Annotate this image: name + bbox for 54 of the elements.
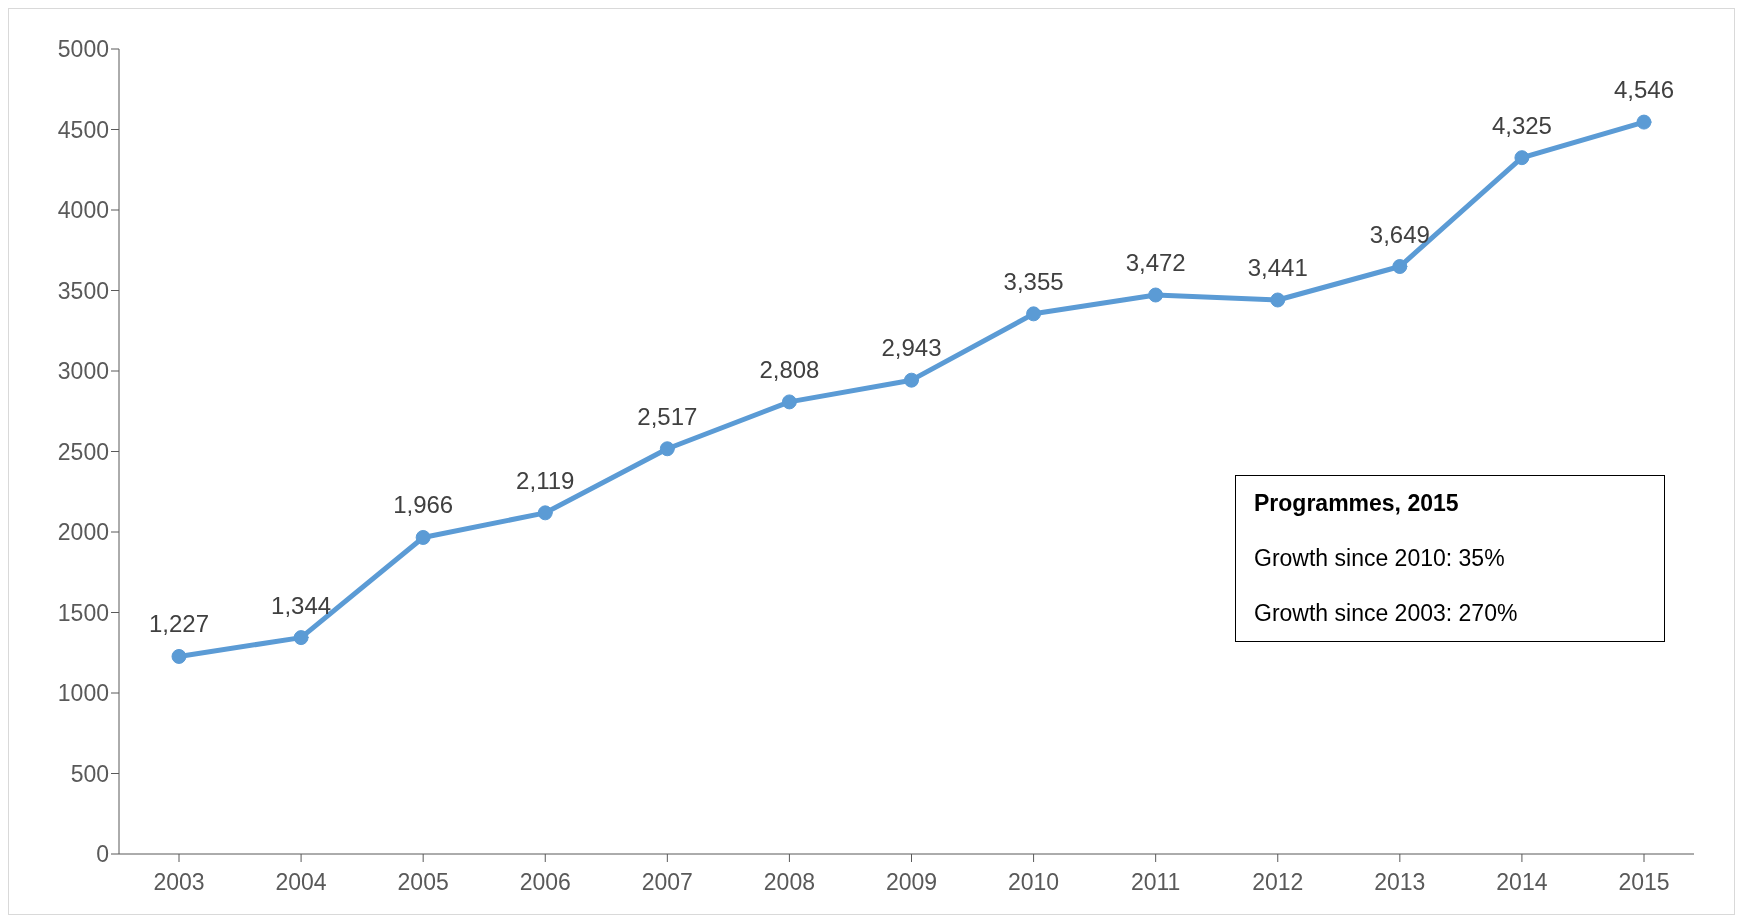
y-tick-label: 3500 [57, 277, 109, 304]
annotation: Growth since 2010: 35% [1254, 545, 1506, 572]
x-tick-label: 2015 [1618, 869, 1670, 896]
data-label: 1,344 [271, 591, 332, 619]
x-tick-label: 2004 [275, 869, 327, 896]
point [1270, 292, 1286, 308]
y-tick-label: 0 [96, 841, 109, 868]
x-tick-label: 2009 [885, 869, 938, 896]
point [659, 441, 675, 457]
y-tick-label: 2000 [57, 519, 109, 546]
point [1636, 114, 1652, 130]
y-tick-label: 1000 [57, 680, 109, 707]
point [537, 505, 553, 521]
y-tick-label: 4500 [57, 116, 109, 143]
text-box: Programmes, 2015 Growth since 2010: 35% Growth since 2003: 270% [1235, 475, 1665, 642]
x-tick-label: 2014 [1496, 869, 1548, 896]
data-label: 3,355 [1003, 267, 1064, 295]
x-tick-label: 2008 [763, 869, 815, 896]
data-label: 4,325 [1491, 111, 1552, 139]
point [1392, 259, 1408, 275]
x-tick-label: 2010 [1008, 869, 1060, 896]
x-tick-label: 2003 [153, 869, 205, 896]
point [1026, 306, 1042, 322]
x-tick-label: 2005 [397, 869, 449, 896]
y-tick-label: 3000 [57, 358, 109, 385]
annotation: Programmes, 2015 [1254, 490, 1460, 517]
x-tick-label: 2013 [1374, 869, 1426, 896]
annotation: Growth since 2003: 270% [1254, 600, 1519, 627]
data-label: 1,227 [148, 610, 210, 638]
y-tick-label: 4000 [57, 197, 109, 224]
data-label: 3,649 [1369, 220, 1430, 248]
data-label: 2,517 [637, 402, 698, 430]
point [781, 394, 797, 410]
data-label: 4,546 [1613, 76, 1675, 104]
x-tick-label: 2006 [519, 869, 571, 896]
data-label: 1,966 [393, 491, 454, 519]
data-label: 3,441 [1247, 254, 1308, 281]
y-tick-label: 2500 [57, 438, 109, 465]
point [293, 630, 309, 646]
data-label: 3,472 [1125, 249, 1186, 277]
y-tick-label: 500 [70, 760, 109, 787]
data-label: 2,808 [759, 355, 820, 383]
x-tick-label: 2011 [1130, 869, 1181, 896]
x-tick-label: 2007 [641, 869, 693, 896]
point [904, 372, 919, 388]
y-tick-label: 5000 [57, 36, 109, 63]
point [415, 529, 431, 545]
data-label: 2,119 [516, 466, 575, 494]
y-tick-label: 1500 [57, 599, 109, 626]
point [171, 648, 187, 664]
point [1514, 150, 1530, 166]
data-label: 2,943 [881, 334, 942, 362]
x-tick-label: 2012 [1252, 869, 1304, 896]
point [1148, 287, 1164, 303]
